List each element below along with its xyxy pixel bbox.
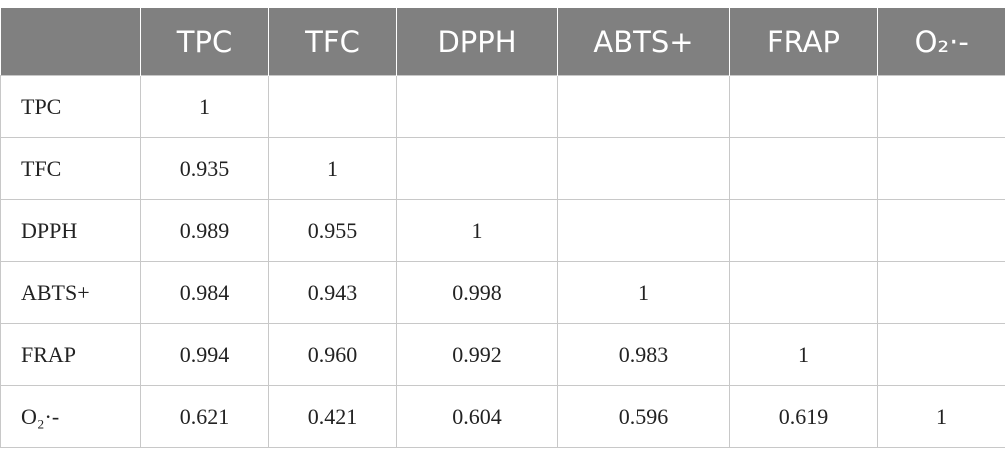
cell-value: 1 <box>557 261 730 324</box>
cell-value: 0.984 <box>140 261 269 324</box>
empty-cell <box>396 137 558 200</box>
corner-cell <box>0 8 141 76</box>
empty-cell <box>877 199 1005 262</box>
empty-cell <box>729 137 878 200</box>
empty-cell <box>557 137 730 200</box>
correlation-table: TPC TFC DPPH ABTS+ FRAP O₂·- TPC 1 TFC 0.935 1 DPP… <box>0 8 1005 448</box>
cell-value: 1 <box>396 199 558 262</box>
row-label: TPC <box>0 75 141 138</box>
empty-cell <box>877 75 1005 138</box>
cell-value: 1 <box>729 323 878 386</box>
empty-cell <box>877 137 1005 200</box>
empty-cell <box>877 261 1005 324</box>
empty-cell <box>729 75 878 138</box>
cell-value: 0.619 <box>729 385 878 448</box>
cell-value: 0.960 <box>268 323 397 386</box>
cell-value: 0.596 <box>557 385 730 448</box>
cell-value: 0.992 <box>396 323 558 386</box>
cell-value: 0.421 <box>268 385 397 448</box>
column-header: DPPH <box>396 8 558 76</box>
cell-value: 1 <box>877 385 1005 448</box>
column-header: FRAP <box>729 8 878 76</box>
row-label: ABTS+ <box>0 261 141 324</box>
cell-value: 0.935 <box>140 137 269 200</box>
table-body: TPC 1 TFC 0.935 1 DPPH 0.989 0.955 1 ABTS+ 0.984 0.… <box>0 75 1005 448</box>
cell-value: 0.604 <box>396 385 558 448</box>
cell-value: 0.998 <box>396 261 558 324</box>
table-row: O₂·- 0.621 0.421 0.604 0.596 0.619 1 <box>0 385 1005 448</box>
row-label: TFC <box>0 137 141 200</box>
cell-value: 0.989 <box>140 199 269 262</box>
cell-value: 0.621 <box>140 385 269 448</box>
cell-value: 0.994 <box>140 323 269 386</box>
empty-cell <box>557 199 730 262</box>
empty-cell <box>557 75 730 138</box>
cell-value: 1 <box>140 75 269 138</box>
table-row: ABTS+ 0.984 0.943 0.998 1 <box>0 261 1005 324</box>
column-header: ABTS+ <box>557 8 730 76</box>
row-label: FRAP <box>0 323 141 386</box>
empty-cell <box>729 261 878 324</box>
table-wrap: TPC TFC DPPH ABTS+ FRAP O₂·- TPC 1 TFC 0.935 1 DPP… <box>0 8 1005 448</box>
cell-value: 0.955 <box>268 199 397 262</box>
empty-cell <box>877 323 1005 386</box>
row-label: DPPH <box>0 199 141 262</box>
cell-value: 1 <box>268 137 397 200</box>
table-row: TPC 1 <box>0 75 1005 138</box>
table-row: DPPH 0.989 0.955 1 <box>0 199 1005 262</box>
cell-value: 0.983 <box>557 323 730 386</box>
header-row: TPC TFC DPPH ABTS+ FRAP O₂·- <box>0 8 1005 76</box>
column-header: O₂·- <box>877 8 1005 76</box>
cell-value: 0.943 <box>268 261 397 324</box>
row-label: O₂·- <box>0 385 141 448</box>
column-header: TFC <box>268 8 397 76</box>
empty-cell <box>268 75 397 138</box>
column-header: TPC <box>140 8 269 76</box>
table-row: TFC 0.935 1 <box>0 137 1005 200</box>
empty-cell <box>729 199 878 262</box>
empty-cell <box>396 75 558 138</box>
table-row: FRAP 0.994 0.960 0.992 0.983 1 <box>0 323 1005 386</box>
